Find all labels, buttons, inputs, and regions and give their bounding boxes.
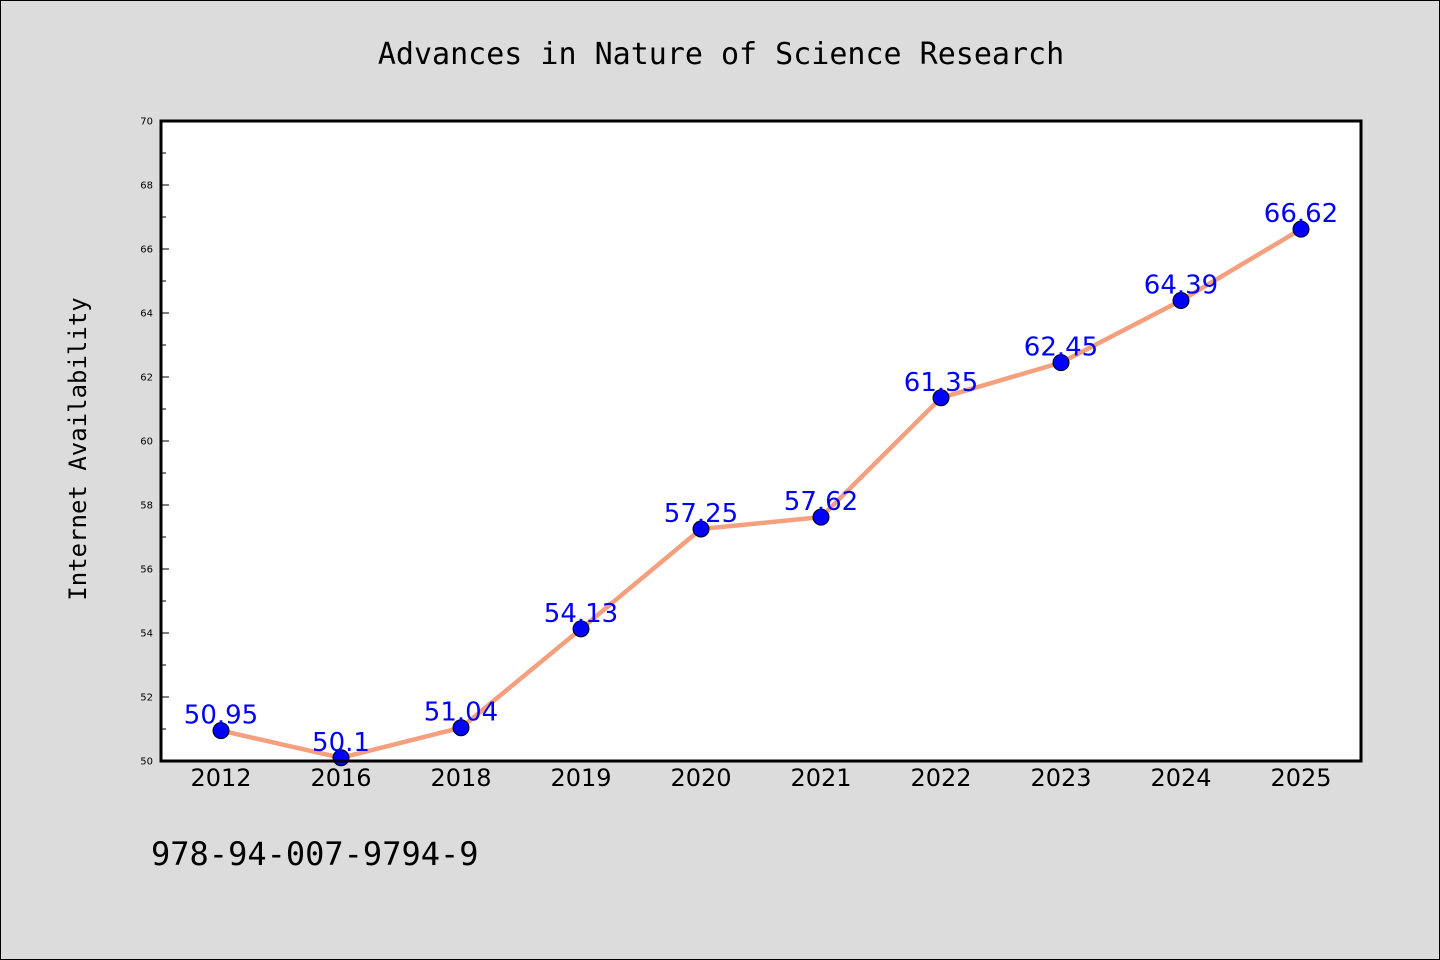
data-label: 57.25: [664, 499, 738, 529]
y-axis-label: Internet Availability: [64, 297, 92, 600]
data-point: [1172, 292, 1190, 310]
y-tick-label: 54: [140, 629, 153, 640]
y-tick-label: 66: [140, 245, 153, 256]
y-tick-label: 60: [140, 437, 153, 448]
y-tick-label: 50: [140, 757, 153, 768]
y-tick-label: 58: [140, 501, 153, 512]
data-label: 61.35: [904, 368, 978, 398]
x-tick-label: 2022: [910, 764, 971, 792]
data-point: [212, 722, 230, 740]
data-label: 66.62: [1264, 199, 1338, 229]
data-point: [452, 719, 470, 737]
plot-frame: [159, 119, 1363, 763]
x-tick-label: 2019: [550, 764, 611, 792]
y-tick-label: 52: [140, 693, 153, 704]
plot-area: [161, 121, 1361, 761]
data-label: 62.45: [1024, 333, 1098, 363]
data-point: [692, 520, 710, 538]
data-label: 57.62: [784, 487, 858, 517]
x-tick-label: 2023: [1030, 764, 1091, 792]
series-line: [218, 226, 1304, 761]
x-tick-label: 2012: [190, 764, 251, 792]
data-point: [812, 508, 830, 526]
x-tick-label: 2021: [790, 764, 851, 792]
y-tick-label: 64: [140, 309, 153, 320]
y-tick-label: 56: [140, 565, 153, 576]
data-label: 64.39: [1144, 271, 1218, 301]
x-axis: 2012 2016 2018 2019 2020 2021 2022 2023 2024 2025: [190, 764, 1331, 792]
y-axis: 50 52 54 56 58 60 62 64 66 68 70: [140, 117, 169, 768]
x-tick-label: 2020: [670, 764, 731, 792]
data-labels: 50.95 50.1 51.04 54.13 57.25 57.62 61.35 62.45 6…: [184, 199, 1338, 758]
data-point: [1292, 220, 1310, 238]
data-series: [212, 220, 1310, 767]
y-tick-label: 62: [140, 373, 153, 384]
isbn-footnote: 978-94-007-9794-9: [151, 835, 479, 873]
data-point: [1052, 354, 1070, 372]
data-label: 50.95: [184, 701, 258, 731]
x-tick-label: 2018: [430, 764, 491, 792]
data-label: 50.1: [312, 728, 370, 758]
data-label: 51.04: [424, 698, 498, 728]
x-tick-label: 2016: [310, 764, 371, 792]
chart-title: Advances in Nature of Science Research: [378, 37, 1064, 72]
x-tick-label: 2024: [1150, 764, 1211, 792]
data-point: [572, 620, 590, 638]
x-tick-label: 2025: [1270, 764, 1331, 792]
data-point: [932, 389, 950, 407]
y-tick-label: 70: [140, 117, 153, 128]
data-label: 54.13: [544, 599, 618, 629]
y-tick-label: 68: [140, 181, 153, 192]
